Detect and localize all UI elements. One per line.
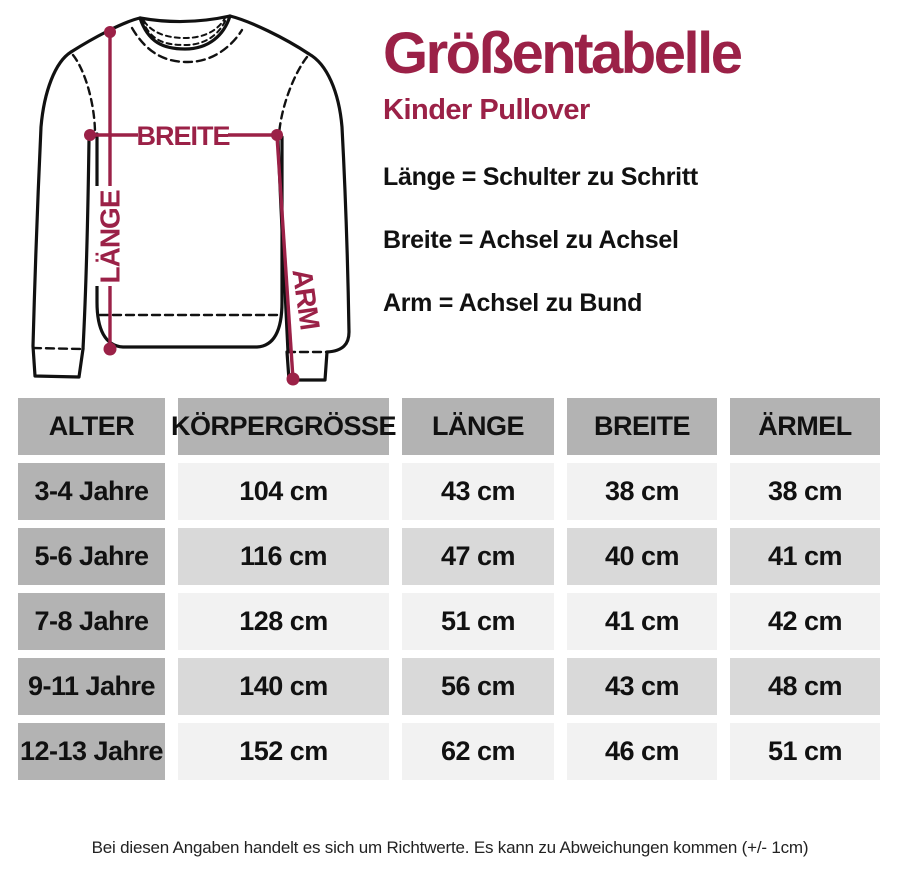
value-cell: 51 cm <box>730 723 880 780</box>
age-cell: 9-11 Jahre <box>18 658 165 715</box>
column-header-alter: ALTER <box>18 398 165 455</box>
value-cell: 40 cm <box>567 528 717 585</box>
value-cell: 41 cm <box>567 593 717 650</box>
value-cell: 62 cm <box>402 723 554 780</box>
age-cell: 12-13 Jahre <box>18 723 165 780</box>
value-cell: 43 cm <box>567 658 717 715</box>
column-header-koerpergroesse: KÖRPERGRÖSSE <box>171 398 397 455</box>
measure-dot <box>84 129 96 141</box>
column-header-laenge: LÄNGE <box>402 398 554 455</box>
page-subtitle: Kinder Pullover <box>383 94 590 126</box>
column-header-breite: BREITE <box>567 398 717 455</box>
value-cell: 104 cm <box>178 463 389 520</box>
arm-label: ARM <box>286 267 325 331</box>
measure-dot <box>271 129 283 141</box>
value-cell: 140 cm <box>178 658 389 715</box>
value-cell: 116 cm <box>178 528 389 585</box>
column-header-aermel: ÄRMEL <box>730 398 880 455</box>
age-cell: 5-6 Jahre <box>18 528 165 585</box>
arm-line <box>275 135 295 380</box>
value-cell: 42 cm <box>730 593 880 650</box>
definition-laenge: Länge = Schulter zu Schritt <box>383 163 698 191</box>
age-cell: 3-4 Jahre <box>18 463 165 520</box>
page-title: Größentabelle <box>383 21 743 86</box>
age-cell: 7-8 Jahre <box>18 593 165 650</box>
measurement-annotations: LÄNGE BREITE ARM <box>84 26 326 386</box>
value-cell: 43 cm <box>402 463 554 520</box>
value-cell: 48 cm <box>730 658 880 715</box>
value-cell: 47 cm <box>402 528 554 585</box>
value-cell: 38 cm <box>567 463 717 520</box>
value-cell: 56 cm <box>402 658 554 715</box>
measure-dot <box>286 372 300 386</box>
laenge-label: LÄNGE <box>95 190 126 283</box>
value-cell: 51 cm <box>402 593 554 650</box>
pullover-measurement-diagram: LÄNGE BREITE ARM <box>31 14 351 386</box>
value-cell: 152 cm <box>178 723 389 780</box>
value-cell: 128 cm <box>178 593 389 650</box>
measure-dot <box>104 26 116 38</box>
value-cell: 41 cm <box>730 528 880 585</box>
value-cell: 46 cm <box>567 723 717 780</box>
disclaimer-note: Bei diesen Angaben handelt es sich um Ri… <box>91 838 809 857</box>
breite-label: BREITE <box>136 121 229 151</box>
definition-arm: Arm = Achsel zu Bund <box>383 289 643 317</box>
value-cell: 38 cm <box>730 463 880 520</box>
size-table: ALTER KÖRPERGRÖSSE LÄNGE BREITE ÄRMEL 3-… <box>18 398 880 780</box>
measure-dot <box>103 342 117 356</box>
definition-breite: Breite = Achsel zu Achsel <box>383 226 679 254</box>
